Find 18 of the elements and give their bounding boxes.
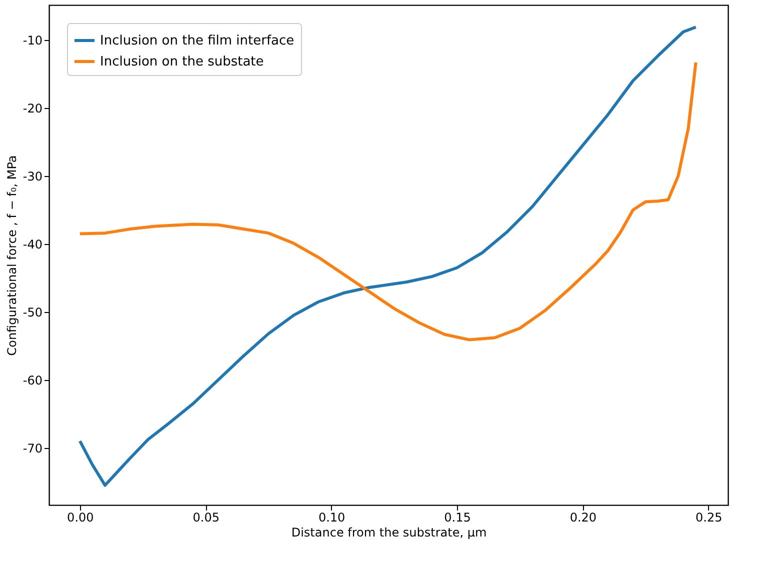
- y-tick-label: -20: [22, 101, 42, 116]
- y-tick-label: -50: [22, 305, 42, 320]
- x-tick-label: 0.25: [696, 510, 722, 524]
- x-tick-label: 0.20: [570, 510, 597, 524]
- line-series: [78, 26, 698, 487]
- y-tick-label: -70: [22, 441, 42, 456]
- x-axis-title: Distance from the substrate, µm: [291, 526, 487, 540]
- x-tick-label: 0.10: [318, 510, 346, 524]
- y-tick-label: -60: [22, 373, 42, 388]
- y-tick-label: -30: [22, 169, 42, 184]
- x-tick-label: 0.00: [67, 510, 94, 524]
- y-tick-label: -10: [22, 34, 42, 48]
- x-tick-label: 0.15: [444, 510, 471, 524]
- y-tick-label: -40: [22, 237, 42, 252]
- x-tick-label: 0.05: [192, 510, 220, 524]
- legend-label: Inclusion on the film interface: [100, 34, 294, 48]
- y-axis-title: Configurational force , f − f₀, MPa: [4, 155, 19, 356]
- legend-label: Inclusion on the substate: [100, 54, 264, 70]
